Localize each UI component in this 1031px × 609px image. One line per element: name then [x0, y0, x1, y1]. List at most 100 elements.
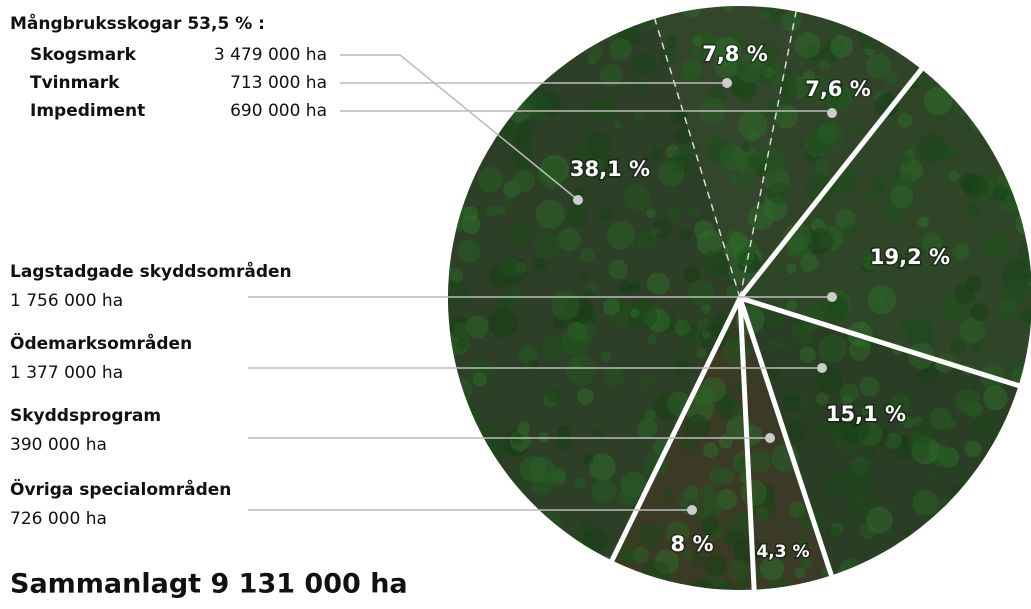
tree: [1009, 420, 1022, 433]
tree: [477, 93, 488, 104]
tree: [1018, 195, 1028, 205]
tree: [991, 6, 1010, 11]
tree: [506, 549, 521, 564]
tree: [541, 556, 565, 581]
tree: [521, 11, 541, 30]
tree: [448, 179, 453, 204]
separators: [607, 7, 1024, 594]
tree: [491, 578, 516, 590]
tree: [905, 6, 925, 25]
tree: [1008, 54, 1027, 74]
tree: [613, 604, 621, 609]
tree: [477, 129, 489, 141]
tree: [448, 447, 459, 477]
tree: [1005, 472, 1031, 501]
tree: [450, 11, 479, 40]
separator: [737, 297, 757, 594]
category-label: Impediment: [30, 101, 145, 121]
tree: [1017, 516, 1026, 525]
tree: [464, 6, 476, 8]
tree: [1025, 560, 1031, 580]
tree: [448, 82, 467, 106]
tree: [450, 104, 477, 131]
tree: [955, 493, 972, 510]
tree: [963, 569, 981, 586]
area-label: 726 000 ha: [10, 509, 107, 529]
tree: [523, 529, 535, 541]
tree: [633, 12, 644, 22]
tree: [821, 603, 832, 609]
tree: [960, 17, 984, 41]
tree: [1018, 440, 1031, 469]
tree: [448, 9, 458, 27]
tree: [924, 587, 950, 590]
tree: [591, 566, 603, 578]
tree: [481, 32, 508, 59]
tree: [829, 6, 849, 12]
value-label: 4,3 %: [756, 542, 809, 562]
tree: [889, 7, 907, 24]
tree: [1005, 71, 1018, 83]
tree: [448, 498, 462, 514]
leader-dot: [573, 195, 583, 205]
tree: [1000, 131, 1018, 149]
tree: [546, 580, 560, 590]
tree: [548, 32, 576, 59]
separator: [739, 295, 1024, 390]
tree: [802, 591, 828, 609]
tree: [469, 434, 480, 446]
group-label: Mångbruksskogar 53,5 % :: [10, 12, 265, 34]
tree: [471, 27, 488, 44]
tree: [1002, 6, 1018, 9]
tree: [853, 565, 880, 590]
tree: [464, 146, 484, 166]
tree: [1023, 6, 1031, 32]
tree: [523, 6, 550, 21]
tree: [531, 16, 561, 45]
value-label: 15,1 %: [826, 402, 906, 426]
value-label: 7,6 %: [805, 77, 871, 101]
leader-dot: [765, 433, 775, 443]
tree: [949, 526, 974, 551]
tree: [756, 592, 778, 609]
value-label: 8 %: [671, 532, 714, 556]
tree: [448, 195, 459, 219]
tree: [820, 582, 837, 590]
category-label: Skogsmark: [30, 45, 137, 65]
tree: [536, 534, 549, 546]
category-label: Skyddsprogram: [10, 406, 161, 426]
tree: [834, 593, 853, 609]
tree: [448, 585, 454, 590]
leader-dot: [722, 78, 732, 88]
tree: [477, 483, 490, 496]
tree: [1000, 542, 1016, 558]
tree: [935, 572, 953, 590]
tree: [986, 583, 1005, 590]
tree: [857, 6, 869, 15]
tree: [533, 591, 551, 609]
tree: [907, 570, 935, 590]
tree: [523, 518, 541, 536]
area-label: 713 000 ha: [230, 73, 327, 93]
tree: [448, 121, 473, 150]
tree: [794, 6, 807, 7]
tree: [930, 595, 939, 604]
value-label: 7,8 %: [702, 42, 768, 66]
tree: [496, 554, 516, 575]
tree: [595, 578, 605, 587]
area-label: 1 377 000 ha: [10, 363, 123, 383]
tree: [985, 19, 1008, 42]
category-label: Övriga specialområden: [10, 478, 231, 500]
tree: [481, 531, 492, 542]
area-label: 390 000 ha: [10, 435, 107, 455]
tree: [903, 6, 929, 23]
tree: [983, 511, 1009, 537]
tree: [522, 549, 552, 579]
tree: [498, 501, 525, 528]
tree: [1021, 419, 1031, 443]
tree: [621, 14, 633, 26]
tree: [448, 105, 461, 125]
tree: [945, 14, 955, 24]
area-label: 690 000 ha: [230, 101, 327, 121]
tree: [975, 519, 996, 540]
